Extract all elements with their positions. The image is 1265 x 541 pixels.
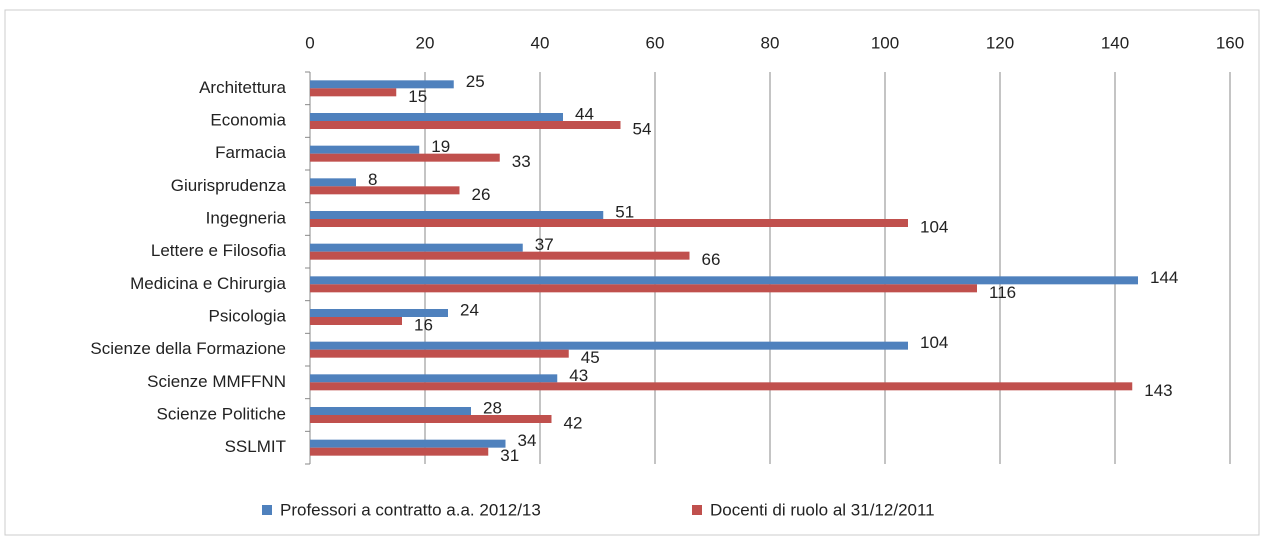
data-label: 66 [702,250,721,269]
y-tick-label: Ingegneria [206,208,287,227]
bar [310,178,356,187]
bar [310,219,908,227]
y-tick-label: Architettura [199,78,286,97]
data-label: 104 [920,333,948,352]
x-tick-label: 40 [531,33,550,52]
data-label: 19 [431,137,450,156]
bar [310,153,500,162]
bar [310,374,558,383]
data-label: 54 [633,119,652,138]
bar [310,80,454,89]
bar [310,439,506,448]
bar [310,88,397,97]
chart-frame [4,9,1260,536]
data-label: 43 [569,366,588,385]
x-tick-label: 100 [871,33,899,52]
legend-swatch [692,505,702,515]
bar [310,121,621,129]
bar [310,284,977,293]
bar [310,317,402,325]
bar [310,251,690,260]
bar [310,113,563,121]
bar [310,309,448,317]
bar [310,211,604,219]
bar [310,243,523,252]
bar [310,447,489,456]
data-label: 104 [920,217,948,236]
data-label: 116 [989,283,1016,302]
data-label: 51 [615,202,634,221]
x-tick-label: 20 [416,33,435,52]
bar [310,349,569,358]
bar [310,276,1138,285]
data-label: 144 [1150,268,1178,287]
y-tick-label: Farmacia [215,143,286,162]
data-label: 15 [408,87,427,106]
data-label: 143 [1144,381,1172,400]
data-label: 28 [483,398,502,417]
x-tick-label: 120 [986,33,1014,52]
y-tick-label: Scienze Politiche [157,404,286,423]
data-label: 37 [535,235,554,254]
y-tick-label: Economia [210,110,286,129]
y-tick-label: Giurisprudenza [171,176,287,195]
legend-label: Professori a contratto a.a. 2012/13 [280,500,541,519]
x-tick-label: 80 [761,33,780,52]
bar [310,407,471,415]
x-tick-label: 160 [1216,33,1244,52]
bar [310,382,1133,391]
data-label: 44 [575,104,594,123]
data-label: 34 [518,431,537,450]
data-label: 16 [414,315,433,334]
bar [310,186,460,195]
x-tick-label: 0 [305,33,314,52]
x-tick-label: 140 [1101,33,1129,52]
data-label: 26 [472,185,491,204]
bar [310,145,420,154]
data-label: 42 [564,413,583,432]
y-tick-label: Scienze della Formazione [90,339,286,358]
y-tick-label: SSLMIT [225,437,286,456]
y-tick-label: Lettere e Filosofia [151,241,287,260]
legend-swatch [262,505,272,515]
data-label: 25 [466,72,485,91]
data-label: 45 [581,348,600,367]
y-tick-label: Psicologia [209,306,287,325]
y-tick-label: Scienze MMFFNN [147,372,286,391]
data-label: 33 [512,152,531,171]
data-label: 8 [368,170,377,189]
bar [310,341,908,350]
data-label: 24 [460,300,479,319]
bar [310,415,552,423]
legend-label: Docenti di ruolo al 31/12/2011 [710,500,935,519]
y-tick-label: Medicina e Chirurgia [130,274,286,293]
x-tick-label: 60 [646,33,665,52]
data-label: 31 [500,446,519,465]
